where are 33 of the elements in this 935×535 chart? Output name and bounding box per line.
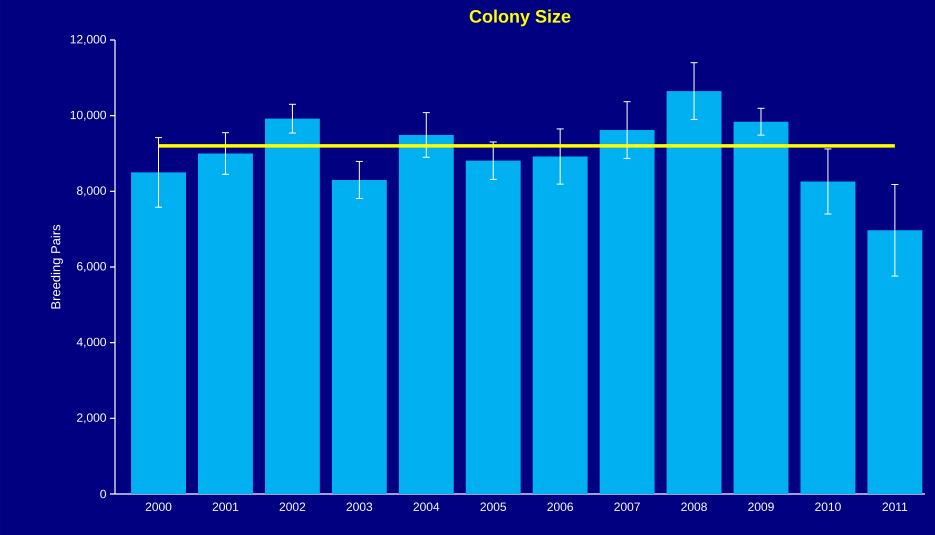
x-tick-label: 2004 (414, 502, 440, 512)
x-tick-label: 2011 (882, 502, 908, 512)
x-tick-label: 2002 (280, 502, 306, 512)
x-tick-label: 2001 (212, 502, 238, 512)
bar (666, 91, 722, 494)
x-tick-label: 2007 (614, 502, 640, 512)
bar (466, 160, 521, 494)
y-tick-label: 10,000 (70, 110, 106, 121)
x-tick-label: 2010 (815, 502, 841, 512)
x-tick-label: 2008 (681, 502, 707, 512)
bar (131, 172, 186, 494)
y-tick-label: 4,000 (76, 338, 106, 348)
x-tick-label: 2009 (748, 502, 774, 512)
x-tick-label: 2003 (346, 502, 372, 512)
y-tick-label: 8,000 (76, 186, 106, 196)
bar (198, 153, 253, 494)
bar (264, 118, 320, 494)
x-tick-label: 2000 (146, 502, 172, 512)
bar (532, 156, 588, 494)
bar (734, 122, 788, 494)
bar (867, 230, 922, 494)
y-tick-label: 6,000 (77, 262, 106, 272)
y-axis-title: Breeding Pairs (50, 224, 63, 309)
bar (332, 180, 387, 494)
y-tick-label: 2,000 (77, 413, 106, 424)
bar (800, 181, 856, 494)
bar (398, 134, 454, 494)
bar (600, 130, 655, 494)
y-tick-label: 0 (100, 490, 106, 498)
chart-title: Colony Size (470, 10, 570, 26)
x-tick-label: 2006 (547, 502, 573, 512)
x-tick-label: 2005 (480, 502, 506, 512)
y-tick-label: 12,000 (70, 35, 106, 45)
